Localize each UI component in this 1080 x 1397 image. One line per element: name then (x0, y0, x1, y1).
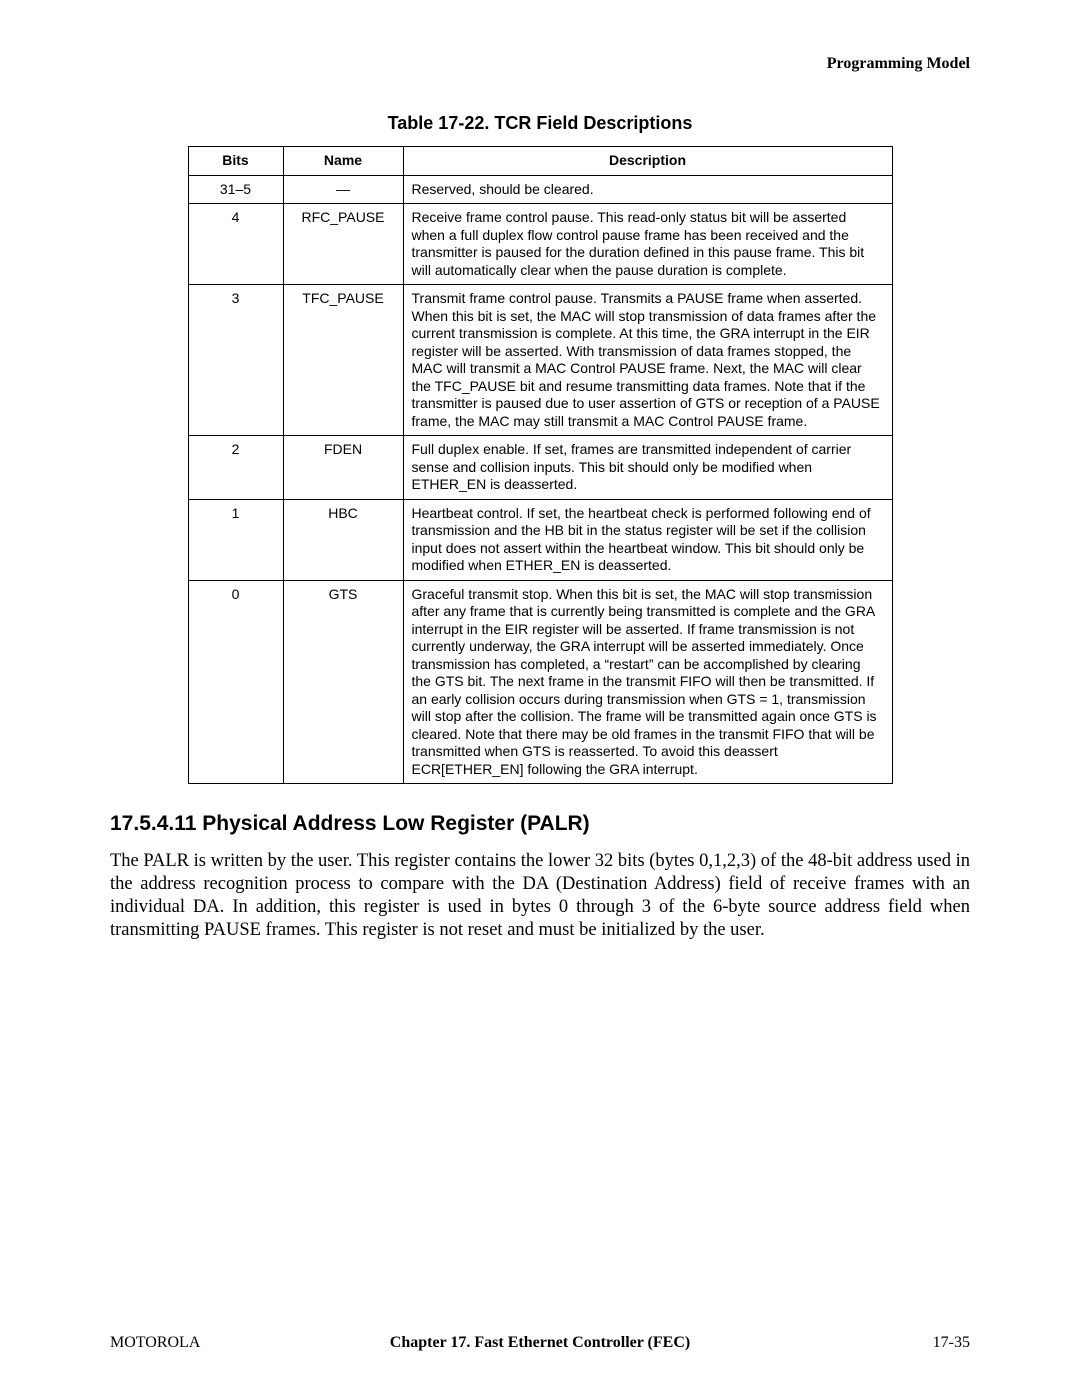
table-row: 31–5 — Reserved, should be cleared. (188, 175, 892, 204)
cell-bits: 1 (188, 499, 283, 580)
table-row: 3 TFC_PAUSE Transmit frame control pause… (188, 285, 892, 436)
cell-bits: 3 (188, 285, 283, 436)
page-footer: MOTOROLA Chapter 17. Fast Ethernet Contr… (110, 1334, 970, 1352)
table-row: 4 RFC_PAUSE Receive frame control pause.… (188, 204, 892, 285)
footer-right: 17-35 (830, 1334, 970, 1352)
table-row: 1 HBC Heartbeat control. If set, the hea… (188, 499, 892, 580)
col-header-description: Description (403, 147, 892, 176)
cell-bits: 4 (188, 204, 283, 285)
cell-bits: 2 (188, 436, 283, 500)
col-header-bits: Bits (188, 147, 283, 176)
cell-desc: Graceful transmit stop. When this bit is… (403, 580, 892, 784)
running-head: Programming Model (110, 55, 970, 73)
table-header-row: Bits Name Description (188, 147, 892, 176)
footer-left: MOTOROLA (110, 1334, 250, 1352)
table-row: 0 GTS Graceful transmit stop. When this … (188, 580, 892, 784)
cell-desc: Full duplex enable. If set, frames are t… (403, 436, 892, 500)
page: Programming Model Table 17-22. TCR Field… (0, 0, 1080, 1397)
footer-center: Chapter 17. Fast Ethernet Controller (FE… (250, 1334, 830, 1352)
cell-name: RFC_PAUSE (283, 204, 403, 285)
cell-name: HBC (283, 499, 403, 580)
cell-name: GTS (283, 580, 403, 784)
section-body: The PALR is written by the user. This re… (110, 850, 970, 943)
cell-name: TFC_PAUSE (283, 285, 403, 436)
cell-desc: Heartbeat control. If set, the heartbeat… (403, 499, 892, 580)
cell-name: FDEN (283, 436, 403, 500)
cell-desc: Reserved, should be cleared. (403, 175, 892, 204)
cell-name: — (283, 175, 403, 204)
section-heading: 17.5.4.11 Physical Address Low Register … (110, 812, 970, 836)
col-header-name: Name (283, 147, 403, 176)
cell-bits: 31–5 (188, 175, 283, 204)
cell-bits: 0 (188, 580, 283, 784)
tcr-field-descriptions-table: Bits Name Description 31–5 — Reserved, s… (188, 146, 893, 784)
table-row: 2 FDEN Full duplex enable. If set, frame… (188, 436, 892, 500)
cell-desc: Transmit frame control pause. Transmits … (403, 285, 892, 436)
cell-desc: Receive frame control pause. This read-o… (403, 204, 892, 285)
table-title: Table 17-22. TCR Field Descriptions (110, 113, 970, 134)
